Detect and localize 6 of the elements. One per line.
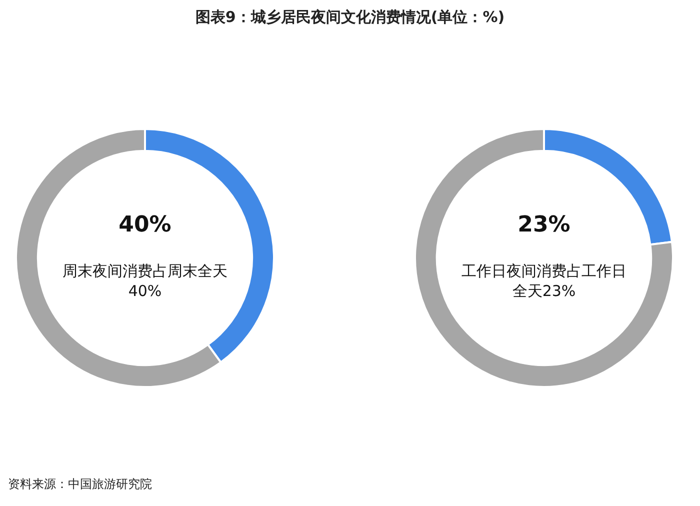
data-label: 23%	[518, 212, 570, 238]
data-label: 40%	[118, 212, 172, 238]
text: 图表9：城乡居民夜间文化消费情况(单位：%)	[194, 8, 506, 27]
text: 周末夜间消费占周末全天40%	[62, 262, 228, 300]
text: 资料来源：中国旅游研究院	[8, 476, 152, 493]
text: 工作日夜间消费占工作日全天23%	[462, 262, 626, 300]
